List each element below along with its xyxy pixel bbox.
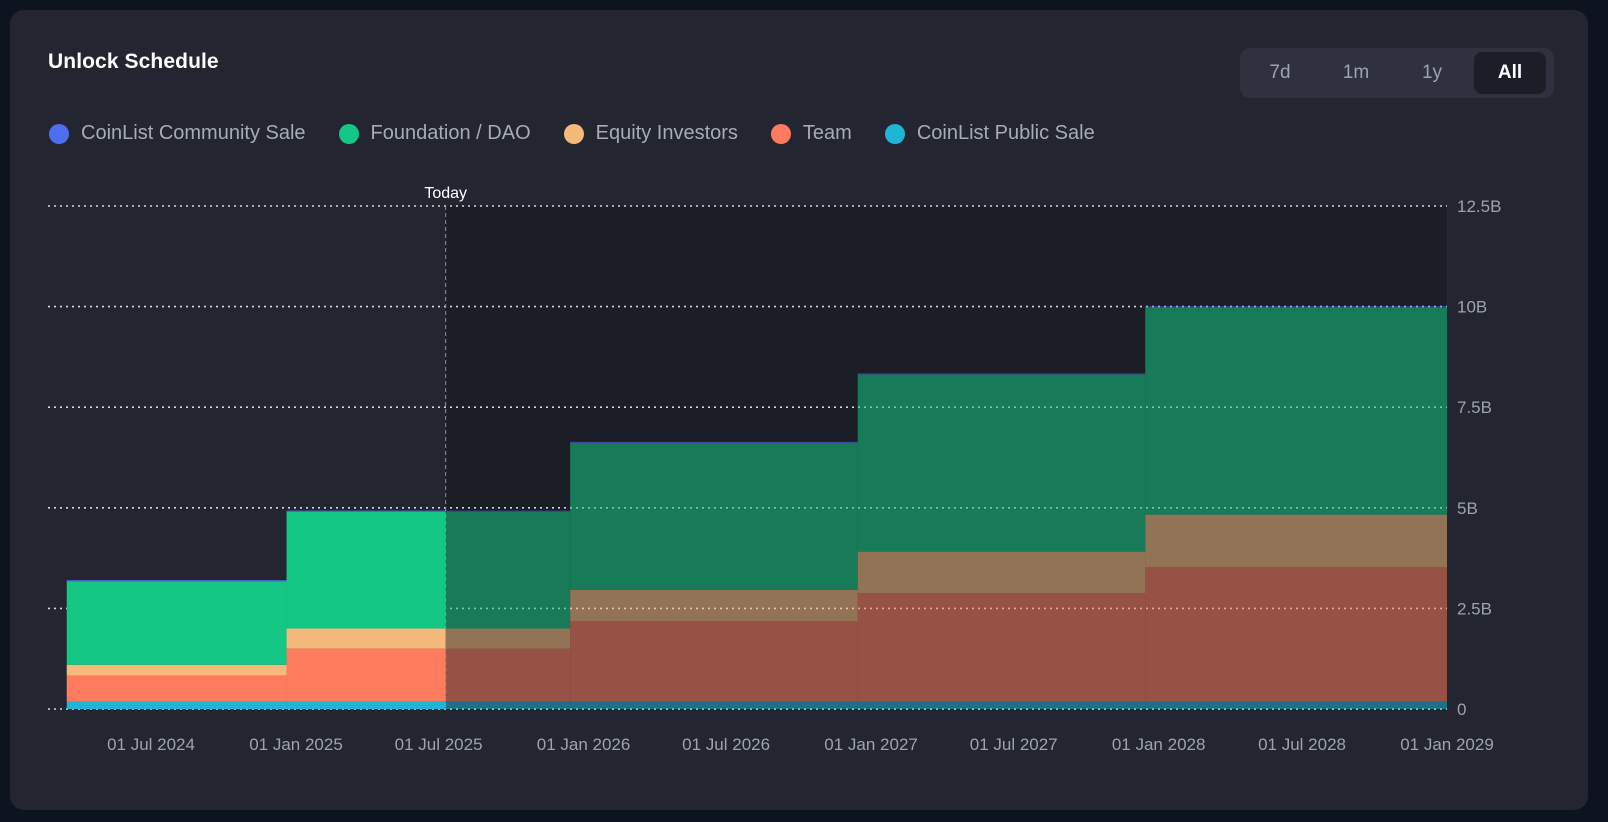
x-tick-label-4: 01 Jul 2026 (682, 735, 770, 754)
legend-item-equity-investors[interactable]: Equity Investors (563, 122, 738, 145)
x-tick-label-6: 01 Jul 2027 (970, 735, 1058, 754)
series-foundation-dao-step-0 (66, 581, 287, 665)
series-foundation-dao-step-2 (445, 511, 571, 629)
legend-dot-foundation-dao (338, 123, 359, 144)
legend-label: Equity Investors (595, 122, 738, 144)
x-tick-label-7: 01 Jan 2028 (1112, 735, 1206, 754)
series-coinlist-community-sale-step-5 (1145, 306, 1447, 308)
series-coinlist-public-sale-step-5 (1145, 701, 1447, 709)
series-coinlist-public-sale-step-2 (445, 701, 571, 709)
x-tick-label-9: 01 Jan 2029 (1400, 735, 1494, 754)
series-team-step-3 (570, 621, 858, 702)
series-foundation-dao-step-1 (286, 511, 446, 629)
series-equity-investors-step-1 (286, 628, 446, 649)
time-range-selector: 7d 1m 1y All (1240, 48, 1554, 98)
series-foundation-dao (66, 307, 1447, 665)
x-tick-label-8: 01 Jul 2028 (1258, 735, 1346, 754)
series-equity-investors (66, 514, 1447, 676)
x-tick-label-1: 01 Jan 2025 (249, 735, 343, 754)
range-button-1y[interactable]: 1y (1396, 52, 1468, 94)
range-button-1m[interactable]: 1m (1320, 52, 1392, 94)
series-equity-investors-step-2 (445, 628, 571, 649)
x-tick-label-2: 01 Jul 2025 (395, 735, 483, 754)
range-button-7d[interactable]: 7d (1244, 52, 1316, 94)
legend-item-team[interactable]: Team (770, 122, 852, 145)
series-coinlist-community-sale-step-1 (286, 510, 446, 512)
series-coinlist-community-sale-step-0 (66, 580, 287, 582)
series-coinlist-public-sale (66, 701, 1447, 709)
legend-dot-equity-investors (563, 123, 584, 144)
series-foundation-dao-step-5 (1145, 307, 1447, 515)
series-coinlist-public-sale-step-0 (66, 701, 287, 709)
legend-label: CoinList Public Sale (916, 122, 1095, 144)
x-tick-label-3: 01 Jan 2026 (537, 735, 631, 754)
y-tick-label-2: 5B (1457, 499, 1478, 518)
unlock-schedule-chart: Today 0 2.5B 5B 7.5B 10B 12.5B 01 Jul 2024 01 Ja… (48, 185, 1501, 754)
series-equity-investors-step-4 (857, 551, 1146, 594)
series-team-step-4 (857, 593, 1146, 702)
y-tick-label-1: 2.5B (1457, 599, 1492, 618)
series-team-step-2 (445, 648, 571, 702)
series-coinlist-community-sale (66, 306, 1447, 582)
legend-dot-team (770, 123, 791, 144)
y-tick-label-0: 0 (1457, 700, 1466, 719)
series-team-step-5 (1145, 566, 1447, 702)
legend-dot-public-sale (884, 123, 905, 144)
unlock-schedule-card: Unlock Schedule 7d 1m 1y All CoinList Co… (10, 10, 1588, 810)
legend-label: Team (802, 122, 852, 144)
series-coinlist-public-sale-step-3 (570, 701, 858, 709)
legend-label: Foundation / DAO (370, 122, 531, 144)
legend-label: CoinList Community Sale (81, 122, 306, 144)
series-coinlist-community-sale-step-4 (857, 373, 1146, 375)
y-tick-label-3: 7.5B (1457, 398, 1492, 417)
series-equity-investors-step-3 (570, 589, 858, 622)
series-coinlist-public-sale-step-4 (857, 701, 1146, 709)
series-foundation-dao-step-4 (857, 374, 1146, 552)
range-button-all[interactable]: All (1474, 52, 1546, 94)
series-coinlist-public-sale-step-1 (286, 701, 446, 709)
today-label: Today (424, 185, 467, 202)
series-equity-investors-step-5 (1145, 514, 1447, 567)
x-tick-label-0: 01 Jul 2024 (107, 735, 195, 754)
series-coinlist-community-sale-step-2 (445, 510, 571, 512)
legend-item-public-sale[interactable]: CoinList Public Sale (884, 122, 1095, 145)
series-equity-investors-step-0 (66, 664, 287, 676)
y-tick-label-4: 10B (1457, 298, 1487, 317)
legend-dot-community-sale (49, 123, 69, 144)
chart-legend: CoinList Community Sale Foundation / DAO… (49, 122, 1128, 145)
series-team-step-1 (286, 648, 446, 702)
series-coinlist-community-sale-step-3 (570, 441, 858, 444)
series-team-step-0 (66, 675, 287, 702)
y-tick-label-5: 12.5B (1457, 197, 1501, 216)
x-tick-label-5: 01 Jan 2027 (824, 735, 918, 754)
series-team (66, 566, 1447, 702)
series-foundation-dao-step-3 (570, 443, 858, 590)
chart-title: Unlock Schedule (48, 50, 219, 73)
legend-item-community-sale[interactable]: CoinList Community Sale (49, 122, 306, 145)
legend-item-foundation-dao[interactable]: Foundation / DAO (338, 122, 531, 145)
